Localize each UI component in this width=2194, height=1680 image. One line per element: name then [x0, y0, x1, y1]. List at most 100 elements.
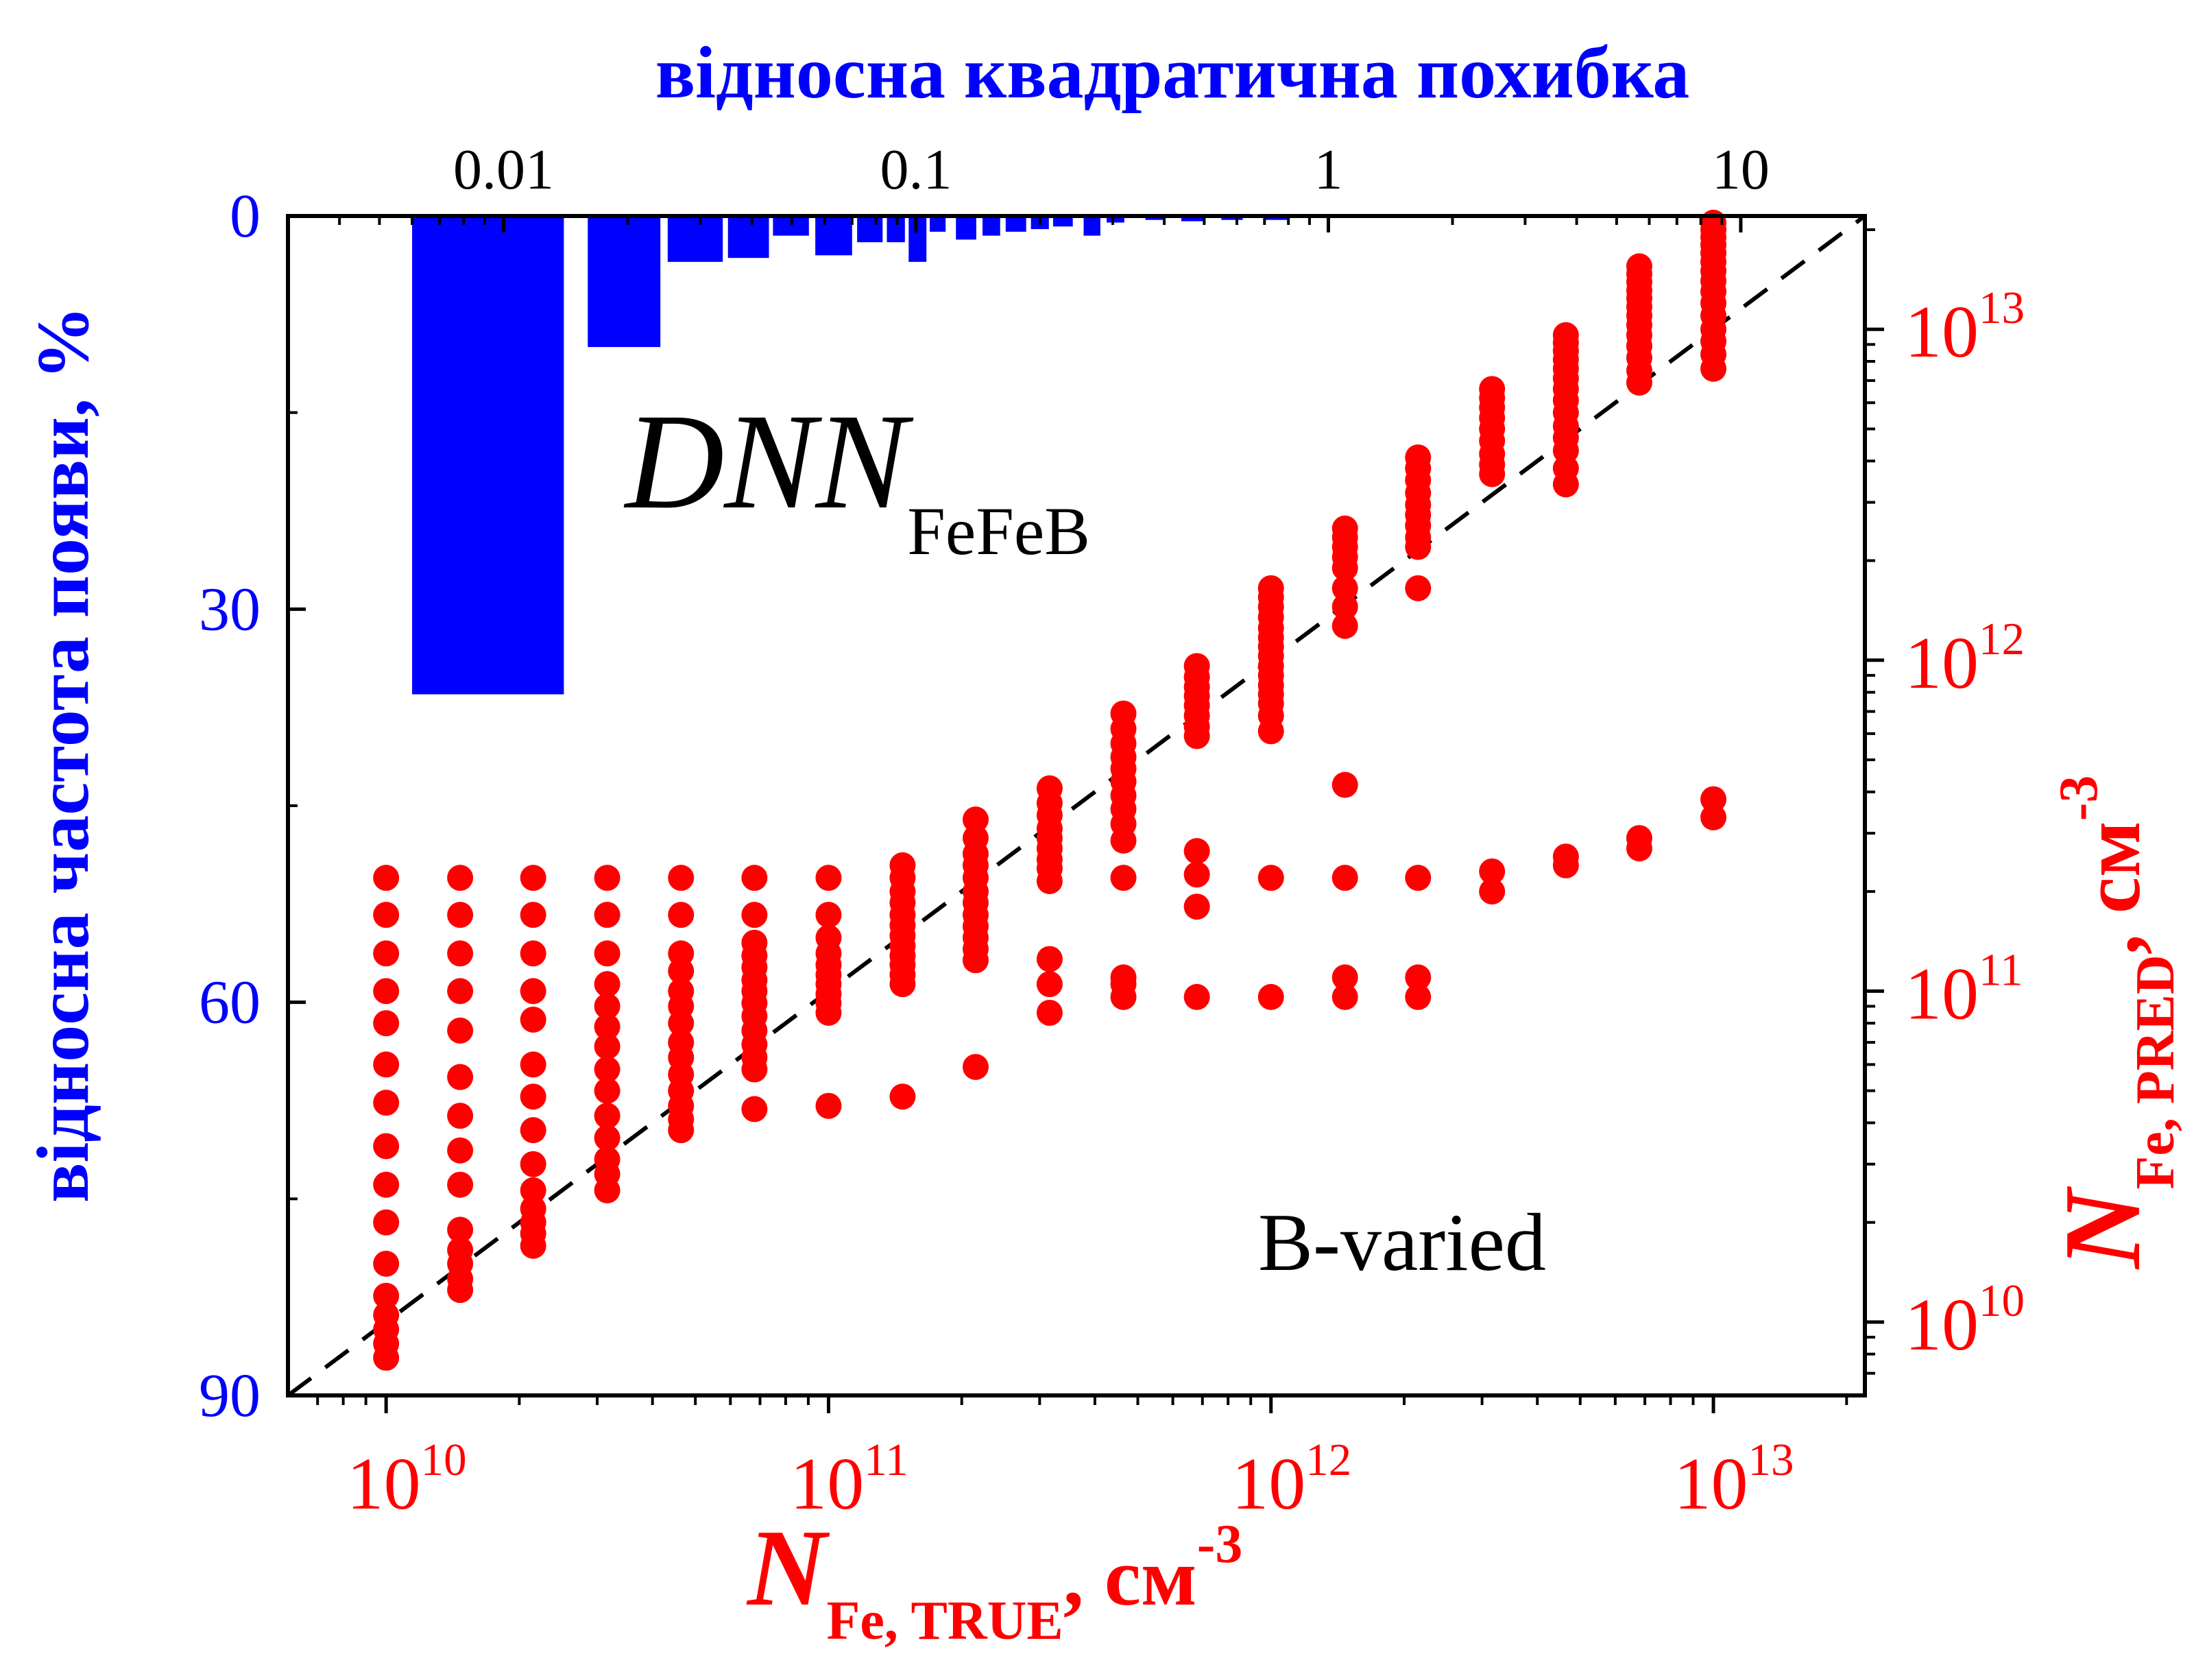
scatter-point-0-5: [373, 1051, 400, 1078]
scatter-point-3-0: [594, 865, 620, 891]
scatter-point-3-3: [594, 971, 620, 998]
scatter-point-0-2: [373, 940, 400, 967]
scatter-point-0-3: [373, 978, 400, 1005]
scatter-point-2-5: [520, 1051, 546, 1078]
model-annotation-sub: FeFeB: [907, 493, 1090, 569]
scatter-point-13-9: [1331, 865, 1358, 891]
scatter-point-11-10: [1183, 893, 1210, 920]
left-axis-ticks: 0 30 60 90: [199, 182, 306, 1430]
scatter-point-1-5: [447, 1064, 474, 1090]
scatter-point-5-13: [741, 1096, 768, 1123]
right-axis-title-sub: Fe, PRED: [2125, 955, 2186, 1189]
scatter-point-8-11: [962, 947, 989, 974]
bottom-axis-title: NFe, TRUE, см-3: [746, 1507, 1242, 1651]
scatter-point-13-6: [1331, 593, 1358, 620]
reference-line: [287, 214, 1866, 1397]
left-tick-label-2: 60: [199, 969, 261, 1037]
scatter-point-14-11: [1405, 964, 1432, 991]
scatter-point-2-6: [520, 1083, 546, 1110]
scatter-point-9-10: [1036, 971, 1063, 998]
scatter-point-0-10: [373, 1250, 400, 1277]
model-annotation: DNNFeFeB: [623, 386, 1090, 569]
scatter-point-9-8: [1036, 867, 1063, 894]
scatter-point-13-7: [1331, 612, 1358, 639]
scatter-point-13-10: [1331, 964, 1358, 991]
top-tick-label-0: 0.01: [453, 138, 554, 202]
scatter-point-8-0: [962, 806, 989, 833]
scatter-point-4-6: [668, 1010, 695, 1037]
histogram-bar-16: [1107, 216, 1124, 223]
model-annotation-main: DNN: [623, 386, 914, 538]
scatter-point-17-14: [1626, 835, 1652, 862]
left-axis-title: відносна частота появи, %: [23, 306, 104, 1203]
scatter-point-10-13: [1110, 983, 1137, 1010]
scatter-point-11-7: [1183, 723, 1210, 749]
left-tick-label-1: 30: [199, 575, 261, 643]
histogram-bar-0: [412, 216, 564, 695]
scatter-point-10-9: [1110, 827, 1137, 854]
scatter-point-16-13: [1552, 471, 1579, 498]
scatter-point-4-13: [668, 1117, 695, 1144]
scatter-point-0-9: [373, 1209, 400, 1236]
right-axis-title-main: N: [2041, 1186, 2163, 1270]
bottom-tick-label-2: 1012: [1231, 1435, 1351, 1525]
scatter-point-2-0: [520, 865, 546, 891]
scatter-point-11-8: [1183, 838, 1210, 865]
scatter-point-14-10: [1405, 865, 1432, 891]
scatter-point-5-12: [741, 1056, 768, 1083]
scatter-point-13-5: [1331, 575, 1358, 601]
scatter-point-11-11: [1183, 983, 1210, 1010]
histogram-bar-15: [1083, 216, 1100, 236]
scatter-point-14-12: [1405, 983, 1432, 1010]
histogram-bars: [412, 216, 1289, 695]
bottom-axis-title-sub: Fe, TRUE: [827, 1591, 1063, 1651]
bottom-tick-label-1: 1011: [790, 1435, 908, 1525]
scatter-point-0-1: [373, 902, 400, 928]
scatter-point-15-8: [1479, 461, 1506, 488]
scatter-point-0-15: [373, 1345, 400, 1371]
right-tick-label-3: 1013: [1905, 283, 2025, 373]
scatter-point-6-9: [815, 999, 842, 1026]
dataset-annotation: B-varied: [1258, 1197, 1546, 1288]
scatter-point-1-0: [447, 865, 474, 891]
scatter-point-1-2: [447, 940, 474, 967]
top-tick-label-1: 0.1: [880, 138, 952, 202]
scatter-point-1-6: [447, 1103, 474, 1129]
histogram-bar-6: [857, 216, 883, 243]
scatter-point-1-8: [447, 1171, 474, 1198]
top-axis-ticks: 0.01 0.1 1 10: [338, 138, 1770, 232]
scatter-point-2-13: [520, 1232, 546, 1259]
scatter-point-11-9: [1183, 861, 1210, 888]
scatter-point-15-10: [1479, 878, 1506, 905]
bottom-tick-label-0: 1010: [347, 1435, 467, 1525]
left-tick-label-3: 90: [199, 1362, 261, 1430]
scatter-point-0-11: [373, 1282, 400, 1309]
scatter-point-14-8: [1405, 533, 1432, 560]
scatter-point-7-12: [889, 1083, 916, 1110]
histogram-bar-5: [815, 216, 852, 256]
scatter-point-7-11: [889, 971, 916, 998]
scatter-point-3-8: [594, 1077, 620, 1104]
histogram-bar-18: [1181, 216, 1205, 221]
scatter-point-4-3: [668, 958, 695, 985]
scatter-point-3-2: [594, 940, 620, 967]
histogram-bar-1: [588, 216, 661, 348]
scatter-point-12-14: [1257, 718, 1284, 745]
scatter-point-1-4: [447, 1017, 474, 1044]
scatter-point-0-4: [373, 1010, 400, 1037]
histogram-bar-14: [1052, 216, 1073, 227]
bottom-axis-ticks: 1010 1011 1012 1013: [316, 1395, 1848, 1525]
scatter-point-17-12: [1626, 370, 1652, 396]
right-tick-label-2: 1012: [1905, 614, 2025, 704]
scatter-point-0-7: [373, 1133, 400, 1160]
right-axis-title: NFe, PRED, см-3: [2041, 776, 2186, 1270]
top-tick-label-3: 10: [1712, 138, 1770, 202]
scatter-point-6-10: [815, 1092, 842, 1119]
right-tick-label-0: 1010: [1905, 1275, 2025, 1366]
scatter-point-9-11: [1036, 999, 1063, 1026]
bottom-axis-title-exp: -3: [1197, 1514, 1243, 1574]
scatter-point-4-1: [668, 902, 695, 928]
right-tick-label-1: 1011: [1905, 944, 2023, 1035]
scatter-point-2-9: [520, 1177, 546, 1203]
